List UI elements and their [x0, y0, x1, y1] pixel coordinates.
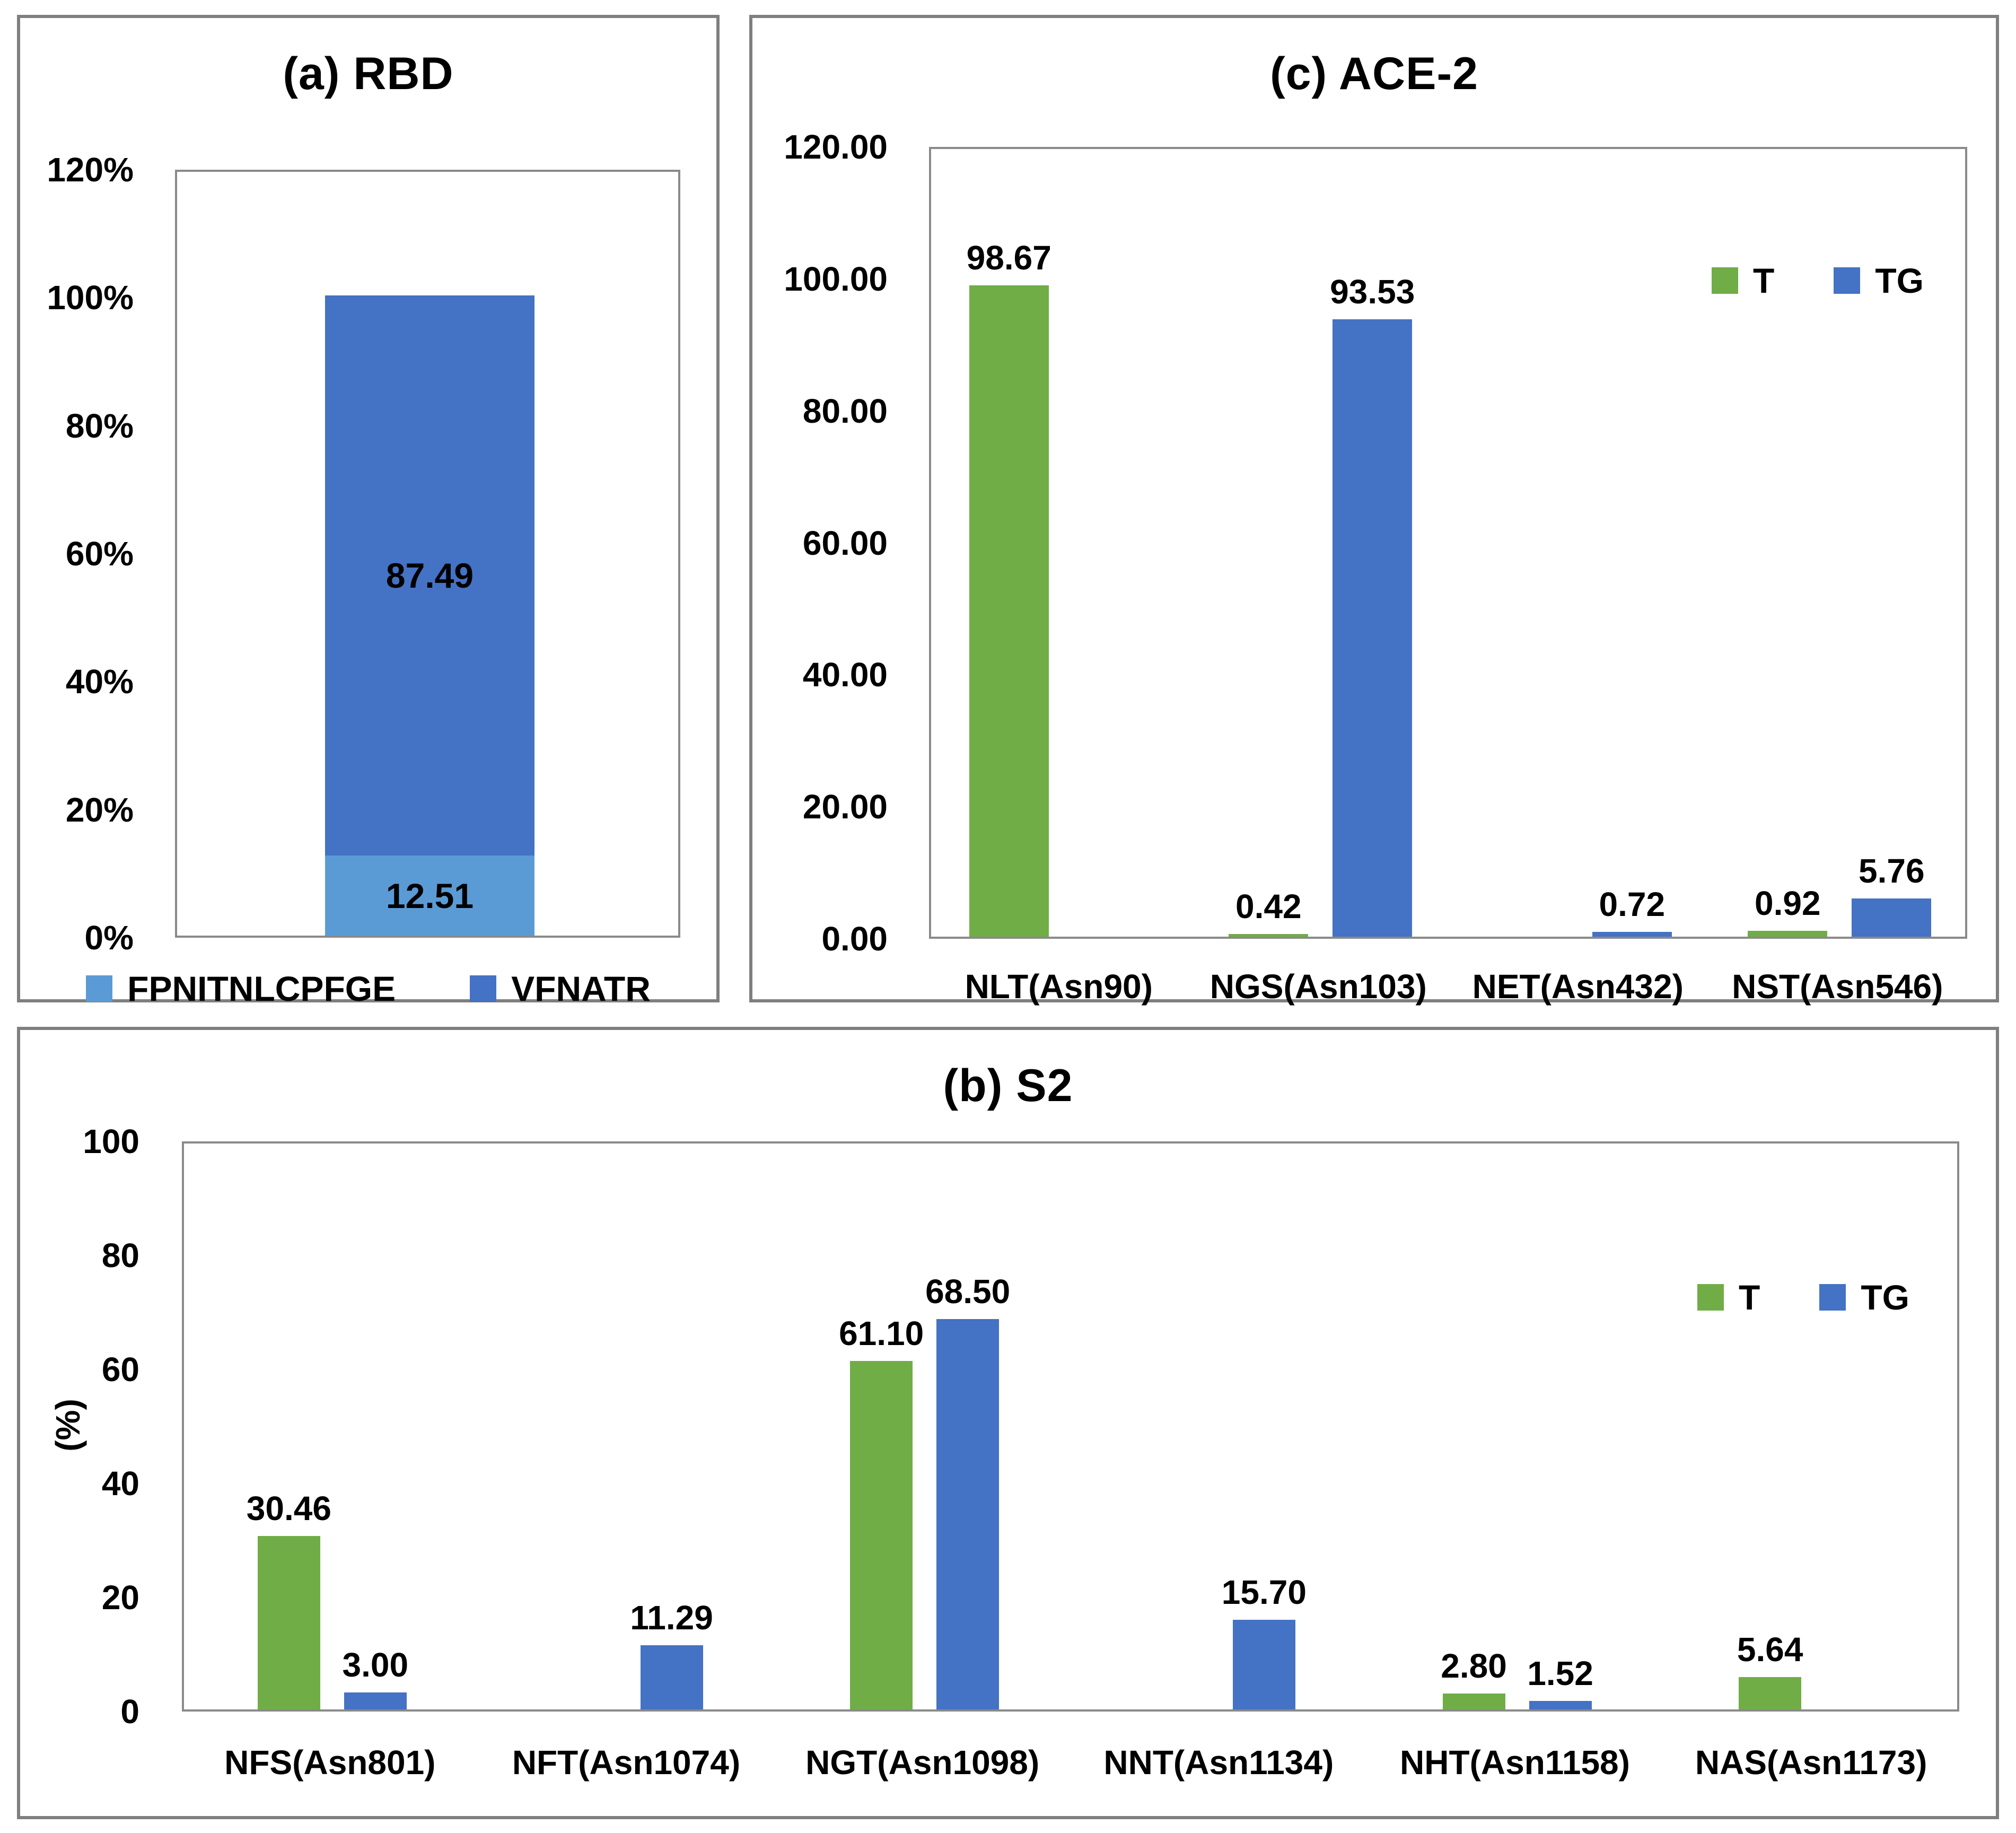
legend-swatch-vfnatr [470, 975, 497, 1002]
bar-t-ngs-asn103 [1229, 933, 1309, 937]
y-tick-label: 40.00 [802, 656, 888, 694]
y-tick-label: 20.00 [802, 788, 888, 826]
legend-label-t: T [1739, 1278, 1760, 1317]
bar-value-label-t-nlt-asn90: 98.67 [966, 239, 1051, 277]
bar-value-label-t-nst-asn546: 0.92 [1754, 884, 1821, 922]
x-category-label-nas-asn1173: NAS(Asn1173) [1695, 1743, 1927, 1782]
legend-label-tg: TG [1861, 1278, 1909, 1317]
y-axis-title: (%) [49, 1398, 87, 1452]
y-tick-label: 100 [83, 1122, 139, 1160]
plot-area-s2: 30.46 3.00 11.29 61.10 68.50 15.70 2.80 1.52 5.6… [182, 1141, 1959, 1712]
bar-t-nht-asn1158 [1442, 1693, 1505, 1709]
bar-value-label-vfnatr: 87.49 [385, 556, 474, 596]
y-tick-label: 80.00 [802, 391, 888, 430]
bar-t-ngt-asn1098 [850, 1361, 913, 1709]
bar-t-nlt-asn90 [969, 285, 1049, 937]
x-category-label-nst-asn546: NST(Asn546) [1732, 967, 1943, 1006]
bar-value-label-t-ngt-asn1098: 61.10 [839, 1314, 924, 1353]
y-tick-label: 60 [101, 1350, 139, 1389]
bar-value-label-tg-nft-asn1074: 11.29 [630, 1598, 713, 1637]
bar-value-label-tg-ngs-asn103: 93.53 [1330, 273, 1415, 311]
x-category-label-ngt-asn1098: NGT(Asn1098) [805, 1743, 1040, 1782]
bar-tg-nnt-asn1134 [1232, 1620, 1295, 1709]
y-tick-label: 100% [47, 278, 134, 317]
plot-area-ace2: 98.67 0.42 93.53 0.72 0.92 5.76 T TG [929, 147, 1967, 939]
x-category-label-ngs-asn103: NGS(Asn103) [1209, 967, 1427, 1006]
bar-value-label-tg-nfs-asn801: 3.00 [342, 1645, 409, 1684]
legend-entry-fpnitnlcpfge: FPNITNLCPFGE [86, 968, 396, 1009]
bar-value-label-tg-net-asn432: 0.72 [1599, 885, 1666, 924]
plot-area-rbd: 12.51 87.49 [175, 170, 680, 938]
y-tick-label: 100.00 [784, 259, 888, 298]
y-tick-label: 80 [101, 1236, 139, 1275]
legend-ace2: T TG [1712, 260, 1924, 301]
legend-s2: T TG [1697, 1277, 1909, 1317]
y-tick-label: 0.00 [821, 920, 888, 958]
legend-label-fpnitnlcpfge: FPNITNLCPFGE [127, 969, 396, 1008]
legend-label-tg: TG [1875, 261, 1924, 300]
y-tick-label: 40% [65, 662, 134, 701]
x-category-label-nfs-asn801: NFS(Asn801) [224, 1743, 436, 1782]
bar-tg-net-asn432 [1592, 932, 1672, 937]
chart-title-rbd: (a) RBD [283, 48, 454, 99]
x-category-label-nht-asn1158: NHT(Asn1158) [1400, 1743, 1630, 1782]
chart-title-ace2: (c) ACE-2 [1270, 48, 1478, 99]
y-tick-label: 60% [65, 535, 134, 573]
legend-entry-tg: TG [1834, 260, 1924, 301]
legend-rbd: FPNITNLCPFGE VFNATR [20, 968, 716, 1009]
y-tick-label: 80% [65, 406, 134, 445]
legend-swatch-t [1712, 267, 1739, 294]
bar-segment-vfnatr [325, 295, 534, 856]
bar-tg-ngs-asn103 [1333, 319, 1413, 937]
y-tick-label: 60.00 [802, 523, 888, 562]
legend-swatch-tg [1834, 267, 1861, 294]
bar-value-label-tg-nnt-asn1134: 15.70 [1221, 1573, 1307, 1612]
bar-tg-nfs-asn801 [344, 1692, 407, 1709]
legend-entry-t: T [1712, 260, 1774, 301]
legend-label-vfnatr: VFNATR [511, 969, 651, 1008]
legend-label-t: T [1753, 261, 1775, 300]
x-category-label-nlt-asn90: NLT(Asn90) [965, 967, 1153, 1006]
bar-tg-nht-asn1158 [1529, 1700, 1592, 1709]
legend-swatch-t [1697, 1284, 1724, 1311]
bar-value-label-tg-nht-asn1158: 1.52 [1527, 1654, 1593, 1692]
panel-rbd: (a) RBD 12.51 87.49 120% 100% 80% 60% 40% 20% 0%… [17, 15, 720, 1008]
bar-t-nst-asn546 [1748, 930, 1828, 937]
y-tick-label: 120% [47, 151, 134, 189]
y-tick-label: 20% [65, 790, 134, 829]
x-category-label-net-asn432: NET(Asn432) [1472, 967, 1684, 1006]
panel-s2: (b) S2 30.46 3.00 11.29 61.10 68.50 15.70 2.80… [17, 1027, 1999, 1819]
bar-value-label-t-nht-asn1158: 2.80 [1441, 1646, 1507, 1685]
bar-tg-nst-asn546 [1852, 898, 1932, 937]
bar-value-label-tg-nst-asn546: 5.76 [1858, 852, 1925, 891]
bar-tg-nft-asn1074 [640, 1645, 703, 1709]
chart-s2: 30.46 3.00 11.29 61.10 68.50 15.70 2.80 1.52 5.6… [20, 1030, 1996, 1816]
bar-tg-ngt-asn1098 [936, 1319, 1000, 1709]
y-tick-label: 20 [101, 1578, 139, 1617]
legend-entry-tg: TG [1819, 1277, 1909, 1317]
bar-value-label-tg-ngt-asn1098: 68.50 [925, 1272, 1011, 1311]
chart-rbd: 12.51 87.49 120% 100% 80% 60% 40% 20% 0% FPNITNLC… [20, 18, 716, 1008]
chart-title-s2: (b) S2 [943, 1060, 1073, 1111]
y-tick-label: 40 [101, 1464, 139, 1503]
bar-value-label-t-ngs-asn103: 0.42 [1235, 887, 1302, 926]
bar-t-nfs-asn801 [257, 1535, 320, 1709]
x-category-label-nnt-asn1134: NNT(Asn1134) [1103, 1743, 1334, 1782]
legend-entry-t: T [1697, 1277, 1760, 1317]
bar-segment-fpnitnlcpfge [325, 856, 534, 936]
bar-value-label-t-nfs-asn801: 30.46 [246, 1489, 331, 1528]
x-category-label-nft-asn1074: NFT(Asn1074) [512, 1743, 741, 1782]
y-tick-label: 0% [84, 919, 134, 957]
bar-value-label-fpnitnlcpfge: 12.51 [385, 876, 474, 915]
chart-ace2: 98.67 0.42 93.53 0.72 0.92 5.76 T TG 120.00 100.0… [752, 18, 1996, 1006]
y-tick-label: 0 [120, 1692, 139, 1731]
y-tick-label: 120.00 [784, 128, 888, 166]
bar-t-nas-asn1173 [1739, 1677, 1802, 1709]
bar-value-label-t-nas-asn1173: 5.64 [1737, 1630, 1803, 1669]
panel-ace2: (c) ACE-2 98.67 0.42 93.53 0.72 0.92 5.76 T TG 1… [749, 15, 1999, 1006]
legend-swatch-fpnitnlcpfge [86, 975, 113, 1002]
legend-swatch-tg [1819, 1284, 1846, 1311]
legend-entry-vfnatr: VFNATR [470, 968, 651, 1009]
